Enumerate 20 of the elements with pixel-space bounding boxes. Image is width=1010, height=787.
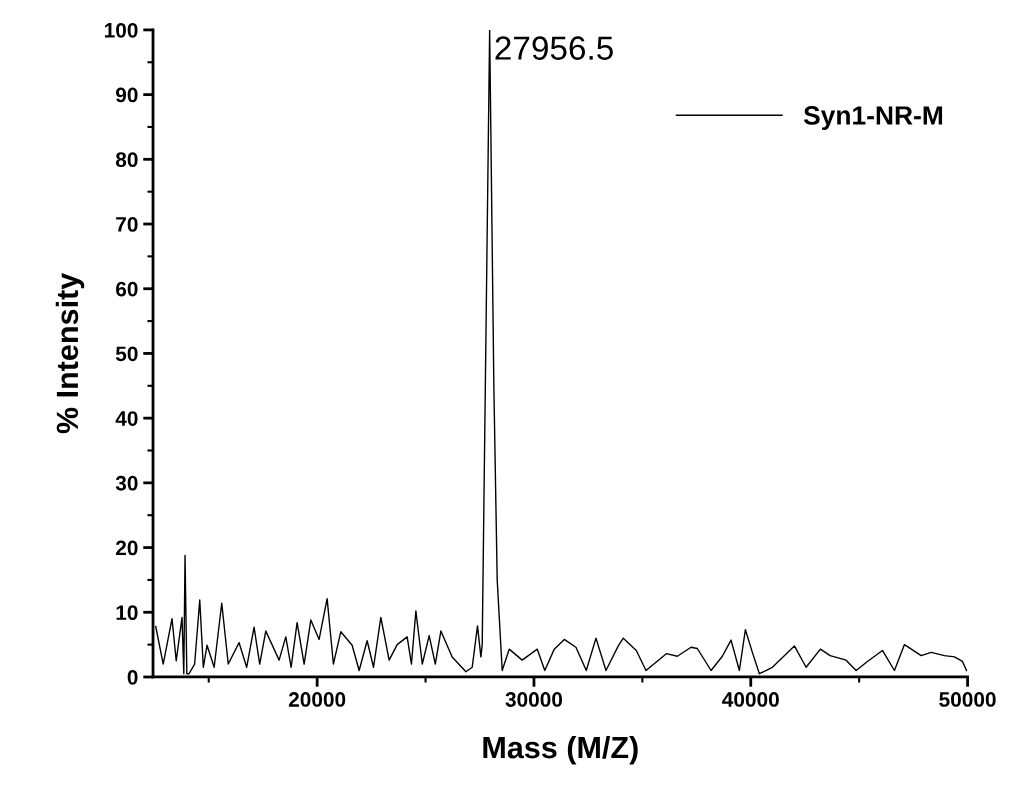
y-tick-label: 60 <box>116 281 138 297</box>
legend-label: Syn1-NR-M <box>803 106 943 131</box>
y-tick-label: 10 <box>116 605 138 621</box>
x-axis-title: Mass (M/Z) <box>483 735 638 765</box>
y-tick-label: 0 <box>127 669 138 685</box>
y-tick-label: 50 <box>115 346 138 362</box>
y-tick-label: 30 <box>115 475 138 491</box>
y-tick-label: 20 <box>115 540 138 556</box>
y-tick-label: 40 <box>115 411 138 426</box>
y-axis-title: % Intensity <box>55 272 85 434</box>
y-tick-label: 90 <box>115 87 138 103</box>
x-tick-label: 30000 <box>505 692 563 707</box>
annotation: 27956.5 <box>495 36 613 60</box>
x-tick-label: 20000 <box>288 692 346 707</box>
y-tick-label: 80 <box>115 152 138 168</box>
y-tick-label: 100 <box>104 22 138 38</box>
y-tick-label: 70 <box>116 217 138 232</box>
x-tick-label: 50000 <box>939 692 996 707</box>
x-tick-label: 40000 <box>722 692 779 707</box>
line-series <box>155 29 968 675</box>
